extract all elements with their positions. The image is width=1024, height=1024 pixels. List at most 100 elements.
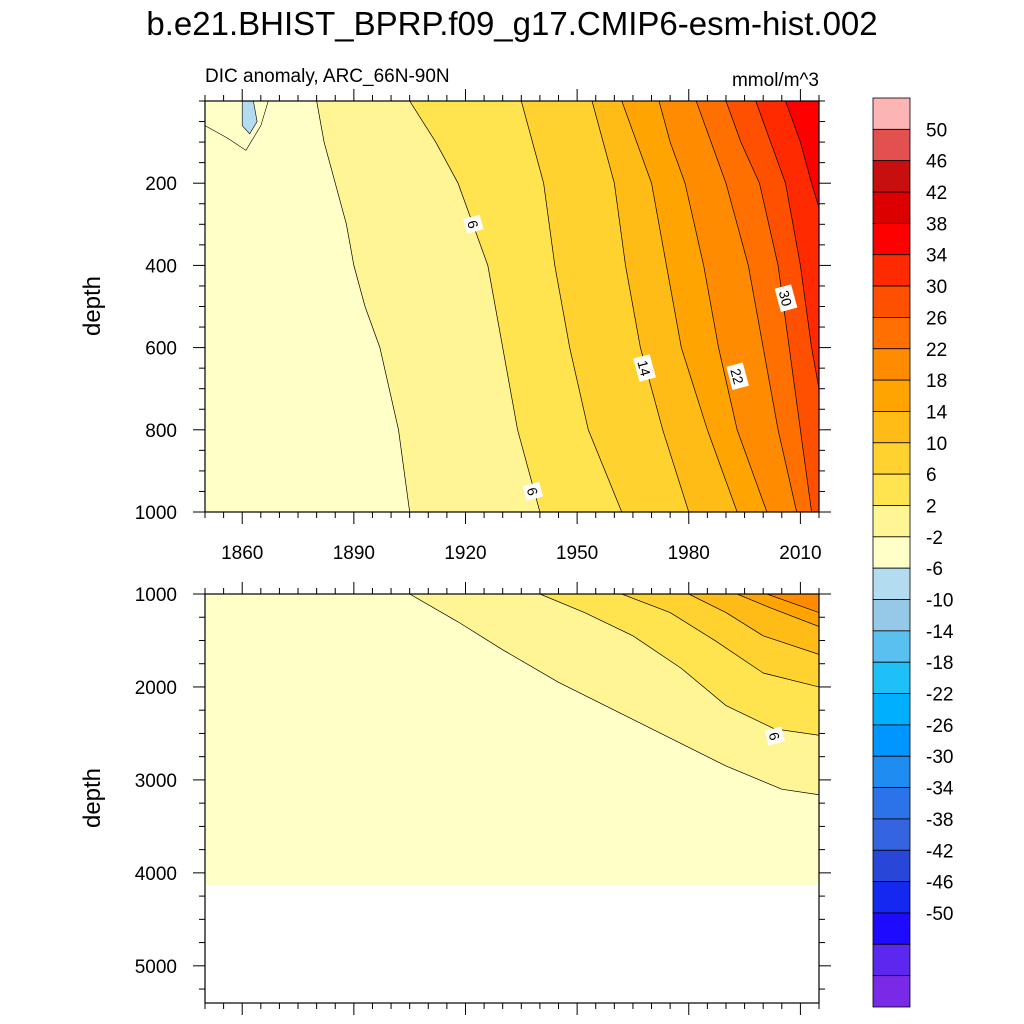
y-tick-label: 4000 [135,864,177,885]
colorbar-label: 18 [926,371,947,392]
lower-panel: 6 1000 2000 3000 4000 5000 depth [79,582,831,1015]
colorbar-label: 34 [926,246,948,267]
colorbar-swatch [872,630,911,663]
colorbar-swatch [872,536,911,569]
colorbar-label: -34 [926,779,954,800]
colorbar-label: -50 [926,904,953,925]
band-fill-38 [785,101,819,208]
band-fill-34 [755,101,819,389]
colorbar-label: -30 [926,747,953,768]
contour-label-text: 22 [727,367,747,386]
x-tick-label: 1890 [333,543,375,564]
figure-title: b.e21.BHIST_BPRP.f09_g17.CMIP6-esm-hist.… [146,5,877,42]
lower-plot-frame [204,593,820,1004]
colorbar-swatch [872,818,911,851]
contour-label: 6 [764,726,785,746]
y-tick-label: 800 [145,421,177,442]
contour-line-38 [785,101,819,208]
contour-label-text: 6 [766,730,784,742]
colorbar-swatch [872,724,911,757]
contour-label-text: 6 [464,218,482,230]
colorbar-label: 26 [926,308,947,329]
lower-axes: 1000 2000 3000 4000 5000 [135,582,831,1015]
contour-label: 22 [726,362,749,391]
x-tick-label: 2010 [779,543,821,564]
colorbar-swatch [872,442,911,475]
colorbar-label: 38 [926,214,947,235]
contour-label: 30 [774,284,798,312]
colorbar-label: 30 [926,277,947,298]
colorbar-swatch [872,599,911,632]
colorbar-swatch [872,379,911,412]
upper-left-title: DIC anomaly, ARC_66N-90N [205,66,450,87]
colorbar-label: -22 [926,685,953,706]
upper-ylabel: depth [79,276,106,336]
contour-line-6 [409,101,541,512]
colorbar-swatch [872,285,911,318]
colorbar-label: 2 [926,496,937,517]
contour-label-box [633,354,656,382]
ocean-floor-mask [205,884,819,1003]
upper-contour-labels: 6 6 14 22 30 [463,214,798,501]
colorbar-swatch [872,348,911,381]
upper-axes: 1860 1890 1920 1950 1980 2010 200 400 600 800 1000 [135,89,831,564]
colorbar: 50 46 42 38 34 30 26 22 18 14 10 6 2 -2 -6 -10 -14 -18 -22… [872,97,954,1008]
contour-label: 6 [522,481,544,501]
contour-line-14 [591,101,690,512]
colorbar-swatch [872,943,911,977]
colorbar-label: -6 [926,559,943,580]
colorbar-label: 10 [926,434,947,455]
colorbar-label: -18 [926,653,953,674]
colorbar-swatch [872,254,911,287]
colorbar-label: 42 [926,183,947,204]
colorbar-swatch [872,505,911,538]
contour-label-text: 14 [634,359,654,378]
contour-label-text: 30 [776,289,796,308]
x-tick-label: 1860 [221,543,263,564]
contour-line-22 [658,101,768,512]
contour-label-text: 6 [524,486,542,498]
colorbar-label: -14 [926,622,954,643]
lower-plot-area [205,594,819,1003]
x-tick-label: 1950 [556,543,598,564]
x-tick-label: 1980 [668,543,710,564]
colorbar-swatch [872,755,911,788]
colorbar-label: 50 [926,120,947,141]
contour-line-34 [755,101,819,389]
y-tick-label: 600 [145,339,177,360]
x-tick-label: 1920 [444,543,486,564]
lower-contour-labels: 6 [764,726,785,746]
contour-label: 6 [463,214,484,234]
y-tick-label: 400 [145,256,177,277]
colorbar-label: 14 [926,402,948,423]
y-tick-label: 2000 [135,678,177,699]
colorbar-label: -46 [926,873,953,894]
colorbar-swatch [872,881,911,914]
colorbar-swatch [872,128,911,162]
upper-right-title: mmol/m^3 [732,70,819,91]
colorbar-swatch [872,411,911,444]
contour-label: 14 [633,354,656,382]
colorbar-swatch [872,473,911,506]
contour-label-box [726,362,749,391]
contour-line-26 [695,101,798,512]
contour-label-box [764,726,785,746]
colorbar-swatch [872,567,911,600]
y-tick-label: 1000 [135,585,177,606]
y-tick-label: 5000 [135,957,177,978]
contour-label-box [522,481,544,501]
contour-line-10 [520,101,623,512]
colorbar-swatch [872,191,911,224]
y-tick-label: 3000 [135,771,177,792]
contour-label-box [774,284,798,312]
y-tick-label: 200 [145,174,177,195]
colorbar-swatch [872,97,911,130]
contour-line-18 [621,101,738,512]
contour-line-2 [316,101,411,512]
colorbar-swatch [872,787,911,820]
colorbar-swatch [872,222,911,256]
colorbar-label: -38 [926,810,953,831]
colorbar-label: -26 [926,716,953,737]
negative-patch--6 [241,101,258,135]
